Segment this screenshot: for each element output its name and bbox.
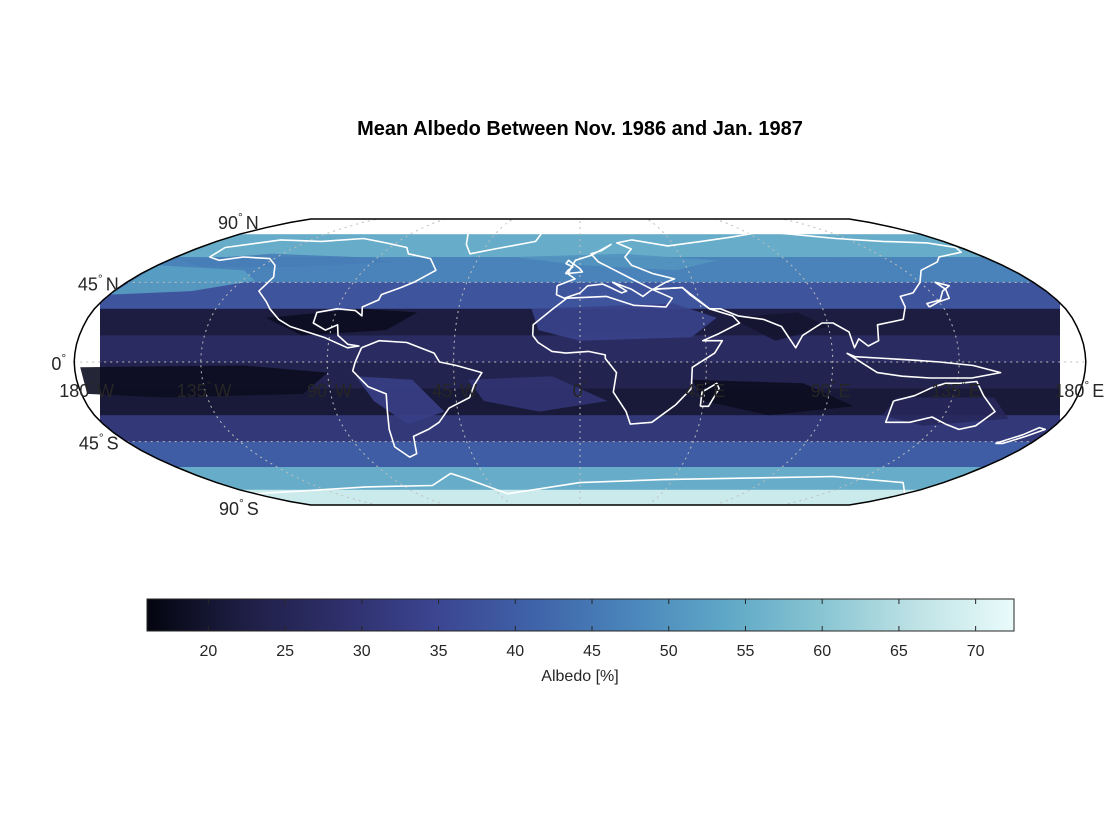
meridian-line bbox=[200, 219, 379, 505]
colorbar-ticks: 20 25 30 35 40 45 50 55 60 65 70 bbox=[200, 599, 985, 660]
longitude-label: 90° W bbox=[307, 378, 352, 401]
albedo-band bbox=[100, 441, 1060, 468]
coastline-south-america bbox=[351, 339, 483, 458]
albedo-region bbox=[767, 260, 979, 278]
longitude-label: 180° E bbox=[1054, 378, 1104, 401]
albedo-region bbox=[512, 253, 718, 271]
meridian-line bbox=[714, 219, 834, 505]
coastline-antarctica bbox=[255, 472, 906, 495]
colorbar-tick-label: 30 bbox=[353, 643, 371, 660]
meridian-line bbox=[647, 219, 707, 505]
coastline-north-america bbox=[208, 237, 437, 349]
latitude-label: 0° bbox=[51, 351, 66, 374]
colorbar-label: Albedo [%] bbox=[541, 668, 618, 685]
albedo-bands bbox=[100, 234, 1060, 505]
colorbar-tick-label: 45 bbox=[583, 643, 601, 660]
albedo-band bbox=[100, 467, 1060, 491]
colorbar: 20 25 30 35 40 45 50 55 60 65 70 Albedo [%] bbox=[146, 598, 1015, 685]
coastline-japan bbox=[926, 281, 951, 308]
colorbar-tick-label: 60 bbox=[813, 643, 831, 660]
colorbar-tick-label: 25 bbox=[276, 643, 294, 660]
albedo-anomalies bbox=[80, 253, 1009, 426]
longitude-label: 135° E bbox=[931, 378, 981, 401]
longitude-label: 45° E bbox=[685, 378, 725, 401]
albedo-region bbox=[531, 303, 717, 341]
coastlines bbox=[208, 223, 1046, 495]
longitude-label: 180° W bbox=[59, 378, 114, 401]
latitude-labels: 90° N 45° N 0° 45° S 90° S bbox=[51, 210, 258, 519]
coastline-greenland bbox=[465, 223, 545, 255]
coastline-uk bbox=[564, 259, 584, 275]
colorbar-bar bbox=[146, 598, 1015, 632]
colorbar-tick-label: 20 bbox=[200, 643, 218, 660]
latitude-label: 45° S bbox=[79, 431, 119, 454]
albedo-region bbox=[180, 253, 396, 267]
coastline-new-zealand bbox=[995, 426, 1046, 445]
albedo-region bbox=[80, 365, 328, 398]
longitude-label: 90° E bbox=[811, 378, 851, 401]
colorbar-tick-label: 35 bbox=[430, 643, 448, 660]
coastline-europe bbox=[555, 230, 963, 349]
coastline-indonesia bbox=[846, 352, 1002, 379]
latitude-label: 45° N bbox=[78, 271, 119, 294]
meridian-line bbox=[326, 219, 446, 505]
albedo-region bbox=[355, 376, 445, 425]
map-body bbox=[74, 100, 1086, 505]
coastline-australia bbox=[884, 380, 996, 431]
meridian-line bbox=[453, 219, 513, 505]
longitude-label: 45° W bbox=[432, 378, 477, 401]
albedo-region bbox=[265, 308, 418, 336]
coastline-madagascar bbox=[699, 382, 720, 408]
albedo-region bbox=[730, 312, 829, 341]
map-title: Mean Albedo Between Nov. 1986 and Jan. 1… bbox=[357, 118, 803, 140]
longitude-labels: 180° W 135° W 90° W 45° W 0° 45° E 90° E 135° E 180° E bbox=[59, 378, 1104, 401]
colorbar-tick-label: 55 bbox=[737, 643, 755, 660]
albedo-region bbox=[109, 265, 255, 295]
latitude-label: 90° N bbox=[218, 210, 259, 233]
colorbar-tick-label: 50 bbox=[660, 643, 678, 660]
graticule bbox=[74, 219, 1086, 505]
albedo-region bbox=[691, 379, 854, 416]
coastline-africa-eurasia bbox=[531, 286, 741, 425]
albedo-region bbox=[882, 397, 1009, 426]
colorbar-tick-label: 65 bbox=[890, 643, 908, 660]
map-frame bbox=[73, 218, 1087, 506]
colorbar-tick-label: 70 bbox=[967, 643, 985, 660]
latitude-label: 90° S bbox=[219, 496, 259, 519]
meridian-line bbox=[781, 219, 960, 505]
no-data-polar-cap bbox=[100, 100, 1060, 190]
colorbar-tick-label: 40 bbox=[506, 643, 524, 660]
albedo-region bbox=[468, 376, 608, 412]
longitude-label: 135° W bbox=[177, 378, 232, 401]
